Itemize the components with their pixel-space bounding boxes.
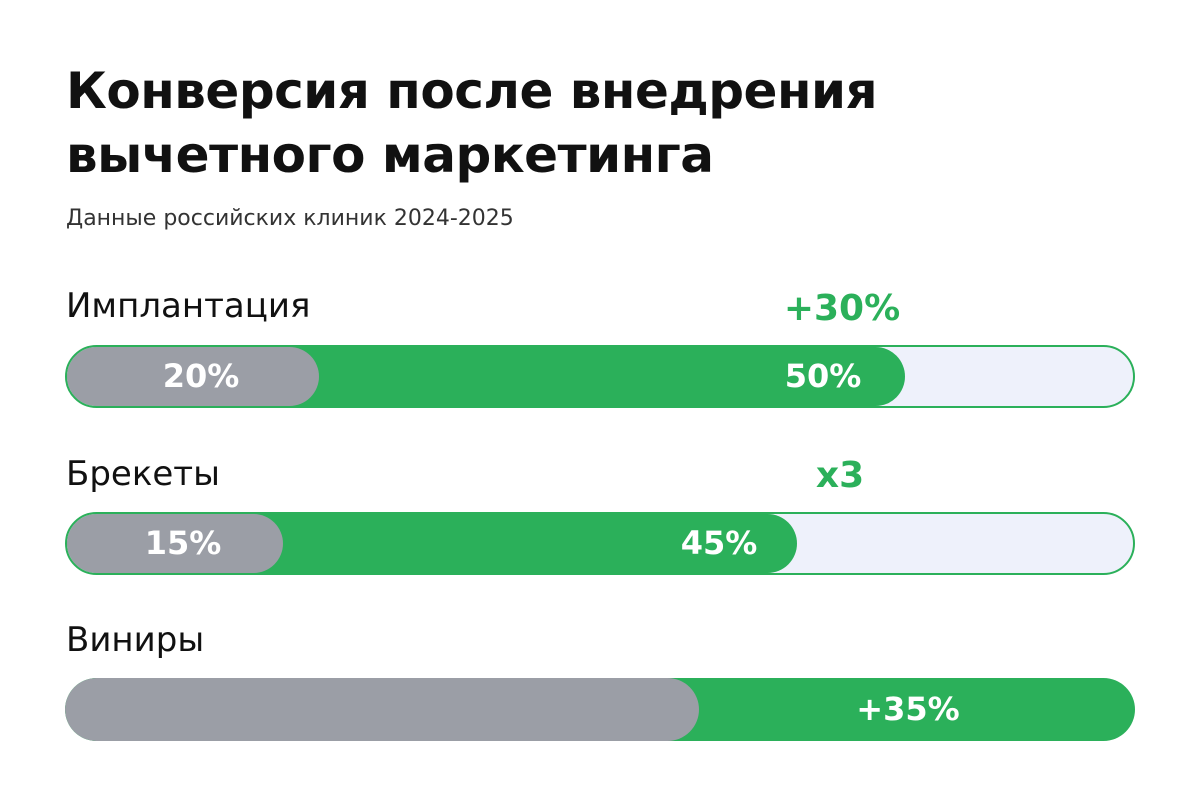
change-label: +30%: [783, 288, 901, 329]
before-bar: [65, 678, 699, 741]
row-label: Брекеты: [66, 454, 220, 494]
title-line: Конверсия после внедрения: [66, 62, 878, 120]
change-value: +35%: [856, 690, 960, 728]
after-value: 50%: [784, 357, 862, 395]
before-bar: [67, 514, 283, 573]
row-label: Имплантация: [66, 286, 311, 326]
progress-track: 15% 45%: [65, 512, 1135, 575]
before-value: 20%: [162, 357, 240, 395]
change-label: x3: [815, 455, 865, 496]
subtitle: Данные российских клиник 2024-2025: [66, 206, 514, 231]
progress-track: +35%: [65, 678, 1135, 741]
before-value: 15%: [144, 524, 222, 562]
after-value: 45%: [680, 524, 758, 562]
title-line: вычетного маркетинга: [66, 126, 714, 184]
before-bar: [67, 347, 319, 406]
row-label: Виниры: [66, 620, 205, 660]
progress-track: 20% 50%: [65, 345, 1135, 408]
